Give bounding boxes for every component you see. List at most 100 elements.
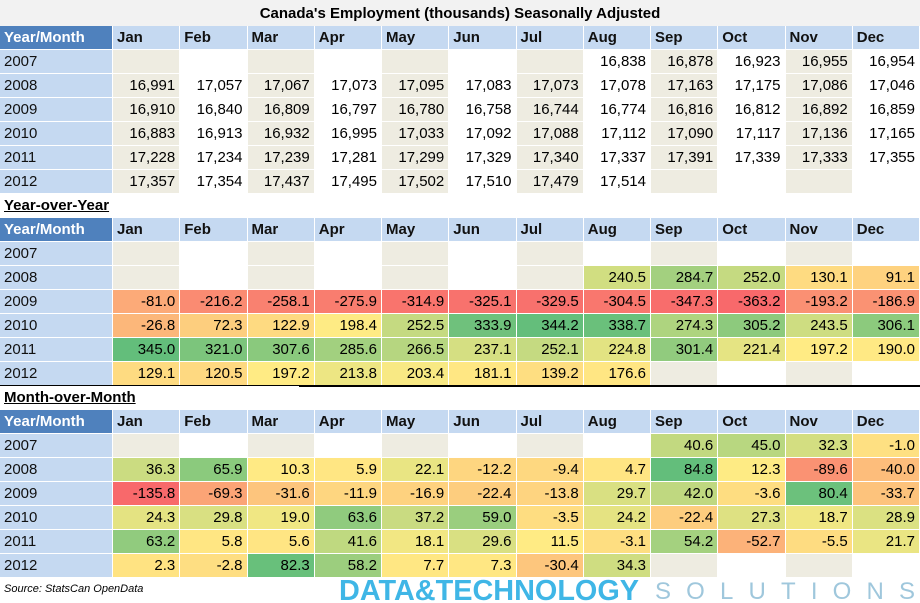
month-header: May bbox=[382, 26, 449, 49]
value-cell: 17,391 bbox=[651, 146, 718, 169]
value-cell: 12.3 bbox=[718, 458, 785, 481]
value-cell: 16,797 bbox=[314, 98, 381, 121]
empty-cell bbox=[516, 434, 583, 457]
month-header: Nov bbox=[785, 410, 852, 433]
value-cell: 16,991 bbox=[113, 74, 180, 97]
value-cell: 27.3 bbox=[718, 506, 785, 529]
value-cell: -275.9 bbox=[314, 290, 381, 313]
year-label: 2007 bbox=[0, 242, 112, 265]
value-cell: -52.7 bbox=[718, 530, 785, 553]
value-cell: 17,117 bbox=[718, 122, 785, 145]
value-cell: 130.1 bbox=[785, 266, 852, 289]
empty-cell bbox=[314, 242, 381, 265]
empty-cell bbox=[113, 434, 180, 457]
value-cell: 17,073 bbox=[314, 74, 381, 97]
value-cell: 17,357 bbox=[113, 170, 180, 193]
value-cell: 16,932 bbox=[247, 122, 314, 145]
value-cell: 82.3 bbox=[247, 554, 314, 577]
value-cell: 28.9 bbox=[852, 506, 919, 529]
year-label: 2007 bbox=[0, 50, 112, 73]
header-corner: Year/Month bbox=[0, 218, 112, 241]
value-cell: 29.8 bbox=[180, 506, 247, 529]
value-cell: -3.5 bbox=[516, 506, 583, 529]
logo-tagline: SOLUTIONS bbox=[655, 578, 915, 603]
value-cell: 17,057 bbox=[180, 74, 247, 97]
value-cell: 11.5 bbox=[516, 530, 583, 553]
year-label: 2010 bbox=[0, 122, 112, 145]
empty-cell bbox=[449, 242, 516, 265]
value-cell: -13.8 bbox=[516, 482, 583, 505]
year-label: 2012 bbox=[0, 170, 112, 193]
empty-cell bbox=[247, 434, 314, 457]
month-header: Sep bbox=[651, 410, 718, 433]
value-cell: 333.9 bbox=[449, 314, 516, 337]
value-cell: 120.5 bbox=[180, 362, 247, 385]
year-label: 2009 bbox=[0, 290, 112, 313]
empty-cell bbox=[449, 434, 516, 457]
empty-cell bbox=[651, 362, 718, 385]
month-header: Dec bbox=[852, 218, 919, 241]
empty-cell bbox=[651, 242, 718, 265]
value-cell: -26.8 bbox=[113, 314, 180, 337]
value-cell: 16,840 bbox=[180, 98, 247, 121]
empty-cell bbox=[785, 170, 852, 193]
value-cell: 252.1 bbox=[516, 338, 583, 361]
month-header: Aug bbox=[583, 26, 650, 49]
empty-cell bbox=[449, 50, 516, 73]
value-cell: 221.4 bbox=[718, 338, 785, 361]
value-cell: 344.2 bbox=[516, 314, 583, 337]
value-cell: 16,838 bbox=[583, 50, 650, 73]
value-cell: 307.6 bbox=[247, 338, 314, 361]
value-cell: 252.0 bbox=[718, 266, 785, 289]
value-cell: 10.3 bbox=[247, 458, 314, 481]
empty-cell bbox=[180, 266, 247, 289]
value-cell: -11.9 bbox=[314, 482, 381, 505]
value-cell: 16,883 bbox=[113, 122, 180, 145]
value-cell: 17,510 bbox=[449, 170, 516, 193]
month-header: Jan bbox=[113, 410, 180, 433]
year-label: 2007 bbox=[0, 434, 112, 457]
value-cell: 17,281 bbox=[314, 146, 381, 169]
value-cell: 16,954 bbox=[852, 50, 919, 73]
empty-cell bbox=[852, 242, 919, 265]
value-cell: -81.0 bbox=[113, 290, 180, 313]
value-cell: 17,175 bbox=[718, 74, 785, 97]
value-cell: 181.1 bbox=[449, 362, 516, 385]
month-header: Jun bbox=[449, 410, 516, 433]
value-cell: 45.0 bbox=[718, 434, 785, 457]
value-cell: 2.3 bbox=[113, 554, 180, 577]
value-cell: 203.4 bbox=[382, 362, 449, 385]
value-cell: 17,163 bbox=[651, 74, 718, 97]
value-cell: 29.6 bbox=[449, 530, 516, 553]
value-cell: 338.7 bbox=[583, 314, 650, 337]
value-cell: 16,809 bbox=[247, 98, 314, 121]
empty-cell bbox=[852, 170, 919, 193]
empty-cell bbox=[852, 554, 919, 577]
year-label: 2010 bbox=[0, 506, 112, 529]
month-header: Jun bbox=[449, 218, 516, 241]
value-cell: 17,234 bbox=[180, 146, 247, 169]
value-cell: 16,892 bbox=[785, 98, 852, 121]
value-cell: 17,083 bbox=[449, 74, 516, 97]
section-label: Year-over-Year bbox=[0, 194, 299, 217]
empty-cell bbox=[382, 434, 449, 457]
value-cell: 5.8 bbox=[180, 530, 247, 553]
value-cell: 197.2 bbox=[785, 338, 852, 361]
value-cell: 17,514 bbox=[583, 170, 650, 193]
month-header: Mar bbox=[247, 410, 314, 433]
value-cell: 40.6 bbox=[651, 434, 718, 457]
month-header: Apr bbox=[314, 410, 381, 433]
month-header: Sep bbox=[651, 26, 718, 49]
value-cell: 91.1 bbox=[852, 266, 919, 289]
value-cell: -89.6 bbox=[785, 458, 852, 481]
value-cell: 213.8 bbox=[314, 362, 381, 385]
empty-cell bbox=[180, 242, 247, 265]
value-cell: 42.0 bbox=[651, 482, 718, 505]
empty-cell bbox=[382, 266, 449, 289]
value-cell: -186.9 bbox=[852, 290, 919, 313]
value-cell: 54.2 bbox=[651, 530, 718, 553]
value-cell: 17,437 bbox=[247, 170, 314, 193]
value-cell: 59.0 bbox=[449, 506, 516, 529]
value-cell: 5.9 bbox=[314, 458, 381, 481]
